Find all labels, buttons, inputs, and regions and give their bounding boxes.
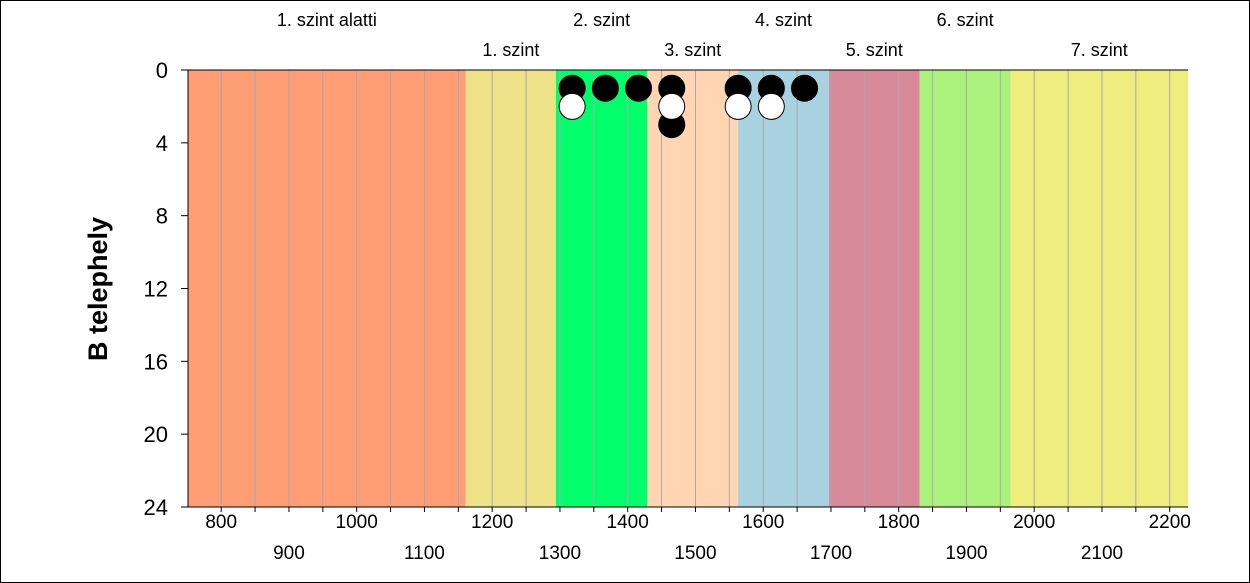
data-point-hollow xyxy=(724,92,752,120)
x-tick-label: 2100 xyxy=(1081,543,1123,564)
band-8 xyxy=(1010,70,1188,507)
x-tick-label: 1500 xyxy=(674,543,716,564)
x-tick-label: 1700 xyxy=(810,543,852,564)
band-7 xyxy=(919,70,1011,507)
x-tick-label: 1300 xyxy=(539,543,581,564)
band-label-1: 1. szint alatti xyxy=(277,10,377,30)
x-tick-label: 900 xyxy=(273,543,305,564)
band-1 xyxy=(188,70,466,507)
x-tick-label: 1400 xyxy=(607,512,649,533)
x-tick-label: 1800 xyxy=(878,512,920,533)
x-tick-label: 800 xyxy=(205,512,237,533)
data-point-hollow xyxy=(658,92,686,120)
y-tick-label: 20 xyxy=(144,422,168,447)
band-5 xyxy=(738,70,829,507)
marker-layer xyxy=(558,74,819,139)
band-6 xyxy=(828,70,920,507)
y-tick-label: 4 xyxy=(156,131,168,156)
band-layer xyxy=(188,70,1188,507)
y-axis-label: B telephely xyxy=(83,217,113,361)
band-label-6: 5. szint xyxy=(846,40,903,60)
x-tick-label: 1000 xyxy=(336,512,378,533)
x-tick-label: 2200 xyxy=(1149,512,1191,533)
band-3 xyxy=(555,70,648,507)
y-tick-label: 12 xyxy=(144,277,168,302)
band-4 xyxy=(647,70,739,507)
x-tick-label: 1600 xyxy=(742,512,784,533)
band-2 xyxy=(465,70,556,507)
data-point-hollow xyxy=(757,92,785,120)
y-tick-label: 16 xyxy=(144,349,168,374)
band-label-5: 4. szint xyxy=(755,10,812,30)
axes-layer xyxy=(181,69,1188,512)
data-point-filled xyxy=(625,74,653,102)
band-label-8: 7. szint xyxy=(1071,40,1128,60)
band-label-7: 6. szint xyxy=(937,10,994,30)
data-point-filled xyxy=(591,74,619,102)
band-label-2: 1. szint xyxy=(482,40,539,60)
x-tick-label: 1100 xyxy=(404,543,445,564)
x-tick-label: 1200 xyxy=(471,512,513,533)
y-tick-label: 0 xyxy=(156,58,168,83)
x-tick-label: 2000 xyxy=(1013,512,1055,533)
grid-layer xyxy=(220,70,1171,507)
x-tick-label: 1900 xyxy=(945,543,987,564)
band-label-3: 2. szint xyxy=(573,10,630,30)
data-point-filled xyxy=(791,74,819,102)
y-tick-label: 8 xyxy=(156,204,168,229)
y-tick-label: 24 xyxy=(144,495,168,520)
label-layer: 1. szint alatti 1. szint 2. szint 3. szint 4… xyxy=(144,10,1191,564)
band-label-4: 3. szint xyxy=(664,40,721,60)
data-point-hollow xyxy=(558,92,586,120)
